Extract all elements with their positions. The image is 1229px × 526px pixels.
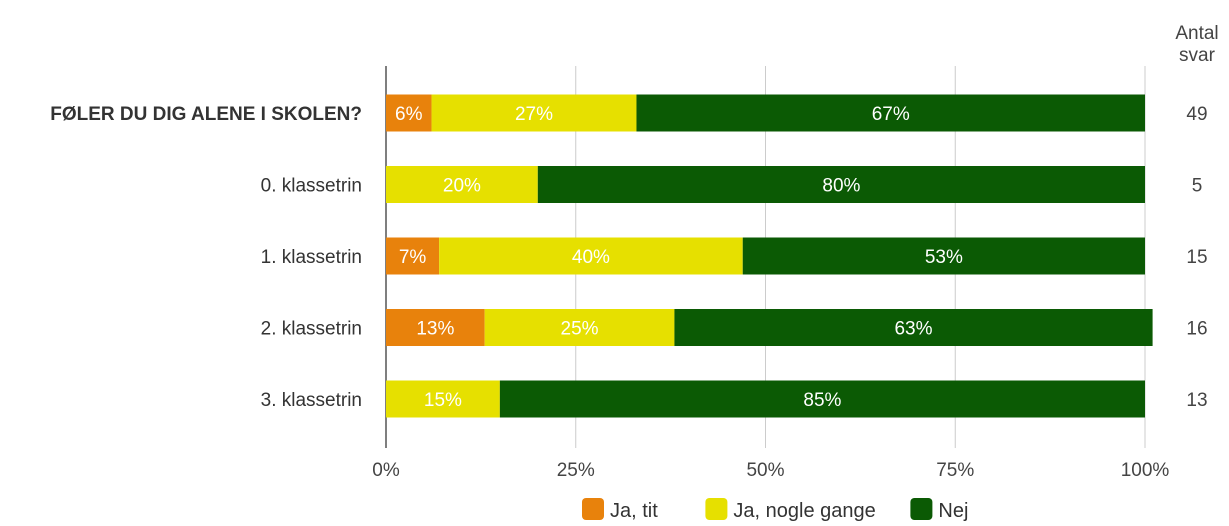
bar-value-label: 13%	[416, 319, 454, 340]
category-labels: FØLER DU DIG ALENE I SKOLEN? 0. klassetri…	[50, 104, 362, 411]
category-label: 0. klassetrin	[261, 176, 362, 197]
bar-value-label: 27%	[515, 104, 553, 125]
count-header-line2: svar	[1179, 45, 1216, 66]
legend: Ja, tit Ja, nogle gange Nej	[582, 498, 968, 522]
bar-value-label: 6%	[395, 104, 423, 125]
bar-value-label: 25%	[561, 319, 599, 340]
bar-segment	[386, 237, 440, 275]
bar-segment	[499, 380, 1146, 418]
bar-value-label: 20%	[443, 176, 481, 197]
bar-value-label: 53%	[925, 247, 963, 268]
bar-value-label: 7%	[399, 247, 427, 268]
legend-swatch	[705, 498, 728, 520]
bar-value-label: 40%	[572, 247, 610, 268]
bar-segment	[386, 94, 432, 132]
bar-value-label: 80%	[822, 176, 860, 197]
answer-counts: Antal svar 49 5 15 16 13	[1175, 23, 1218, 411]
bar-segment	[386, 166, 538, 203]
bar-segment	[439, 237, 743, 275]
answer-count: 13	[1186, 390, 1207, 411]
bar-segment	[537, 166, 1145, 203]
legend-label: Ja, tit	[610, 500, 658, 522]
legend-item: Ja, tit	[582, 498, 658, 522]
bar-segment	[484, 309, 675, 346]
legend-label: Nej	[938, 500, 968, 522]
legend-label: Ja, nogle gange	[733, 500, 875, 522]
answer-count: 5	[1192, 176, 1203, 197]
bar-segment	[386, 380, 500, 418]
category-label: FØLER DU DIG ALENE I SKOLEN?	[50, 104, 362, 125]
bar-value-label: 63%	[894, 319, 932, 340]
legend-item: Nej	[910, 498, 968, 522]
legend-item: Ja, nogle gange	[705, 498, 876, 522]
x-tick-label: 0%	[372, 460, 400, 481]
bar-value-label: 15%	[424, 390, 462, 411]
x-tick-label: 100%	[1121, 460, 1170, 481]
category-label: 2. klassetrin	[261, 319, 362, 340]
bar-value-label: 67%	[872, 104, 910, 125]
bar-segment	[674, 309, 1153, 346]
bar-value-label: 85%	[803, 390, 841, 411]
legend-swatch	[910, 498, 933, 520]
bar-segment	[386, 309, 485, 346]
answer-count: 16	[1186, 319, 1207, 340]
x-tick-label: 25%	[557, 460, 595, 481]
bars: 6% 27% 67% 20% 80% 7% 40% 53% 13% 25% 63% 15% 85%	[386, 94, 1153, 418]
legend-swatch	[582, 498, 604, 520]
x-tick-label: 50%	[746, 460, 784, 481]
bar-segment	[636, 94, 1145, 132]
bar-segment	[431, 94, 637, 132]
x-tick-label: 75%	[936, 460, 974, 481]
answer-count: 49	[1186, 104, 1207, 125]
category-label: 3. klassetrin	[261, 390, 362, 411]
bar-segment	[742, 237, 1145, 275]
count-header-line1: Antal	[1175, 23, 1218, 44]
answer-count: 15	[1186, 247, 1207, 268]
x-axis-ticks: 0% 25% 50% 75% 100%	[372, 460, 1169, 481]
category-label: 1. klassetrin	[261, 247, 362, 268]
